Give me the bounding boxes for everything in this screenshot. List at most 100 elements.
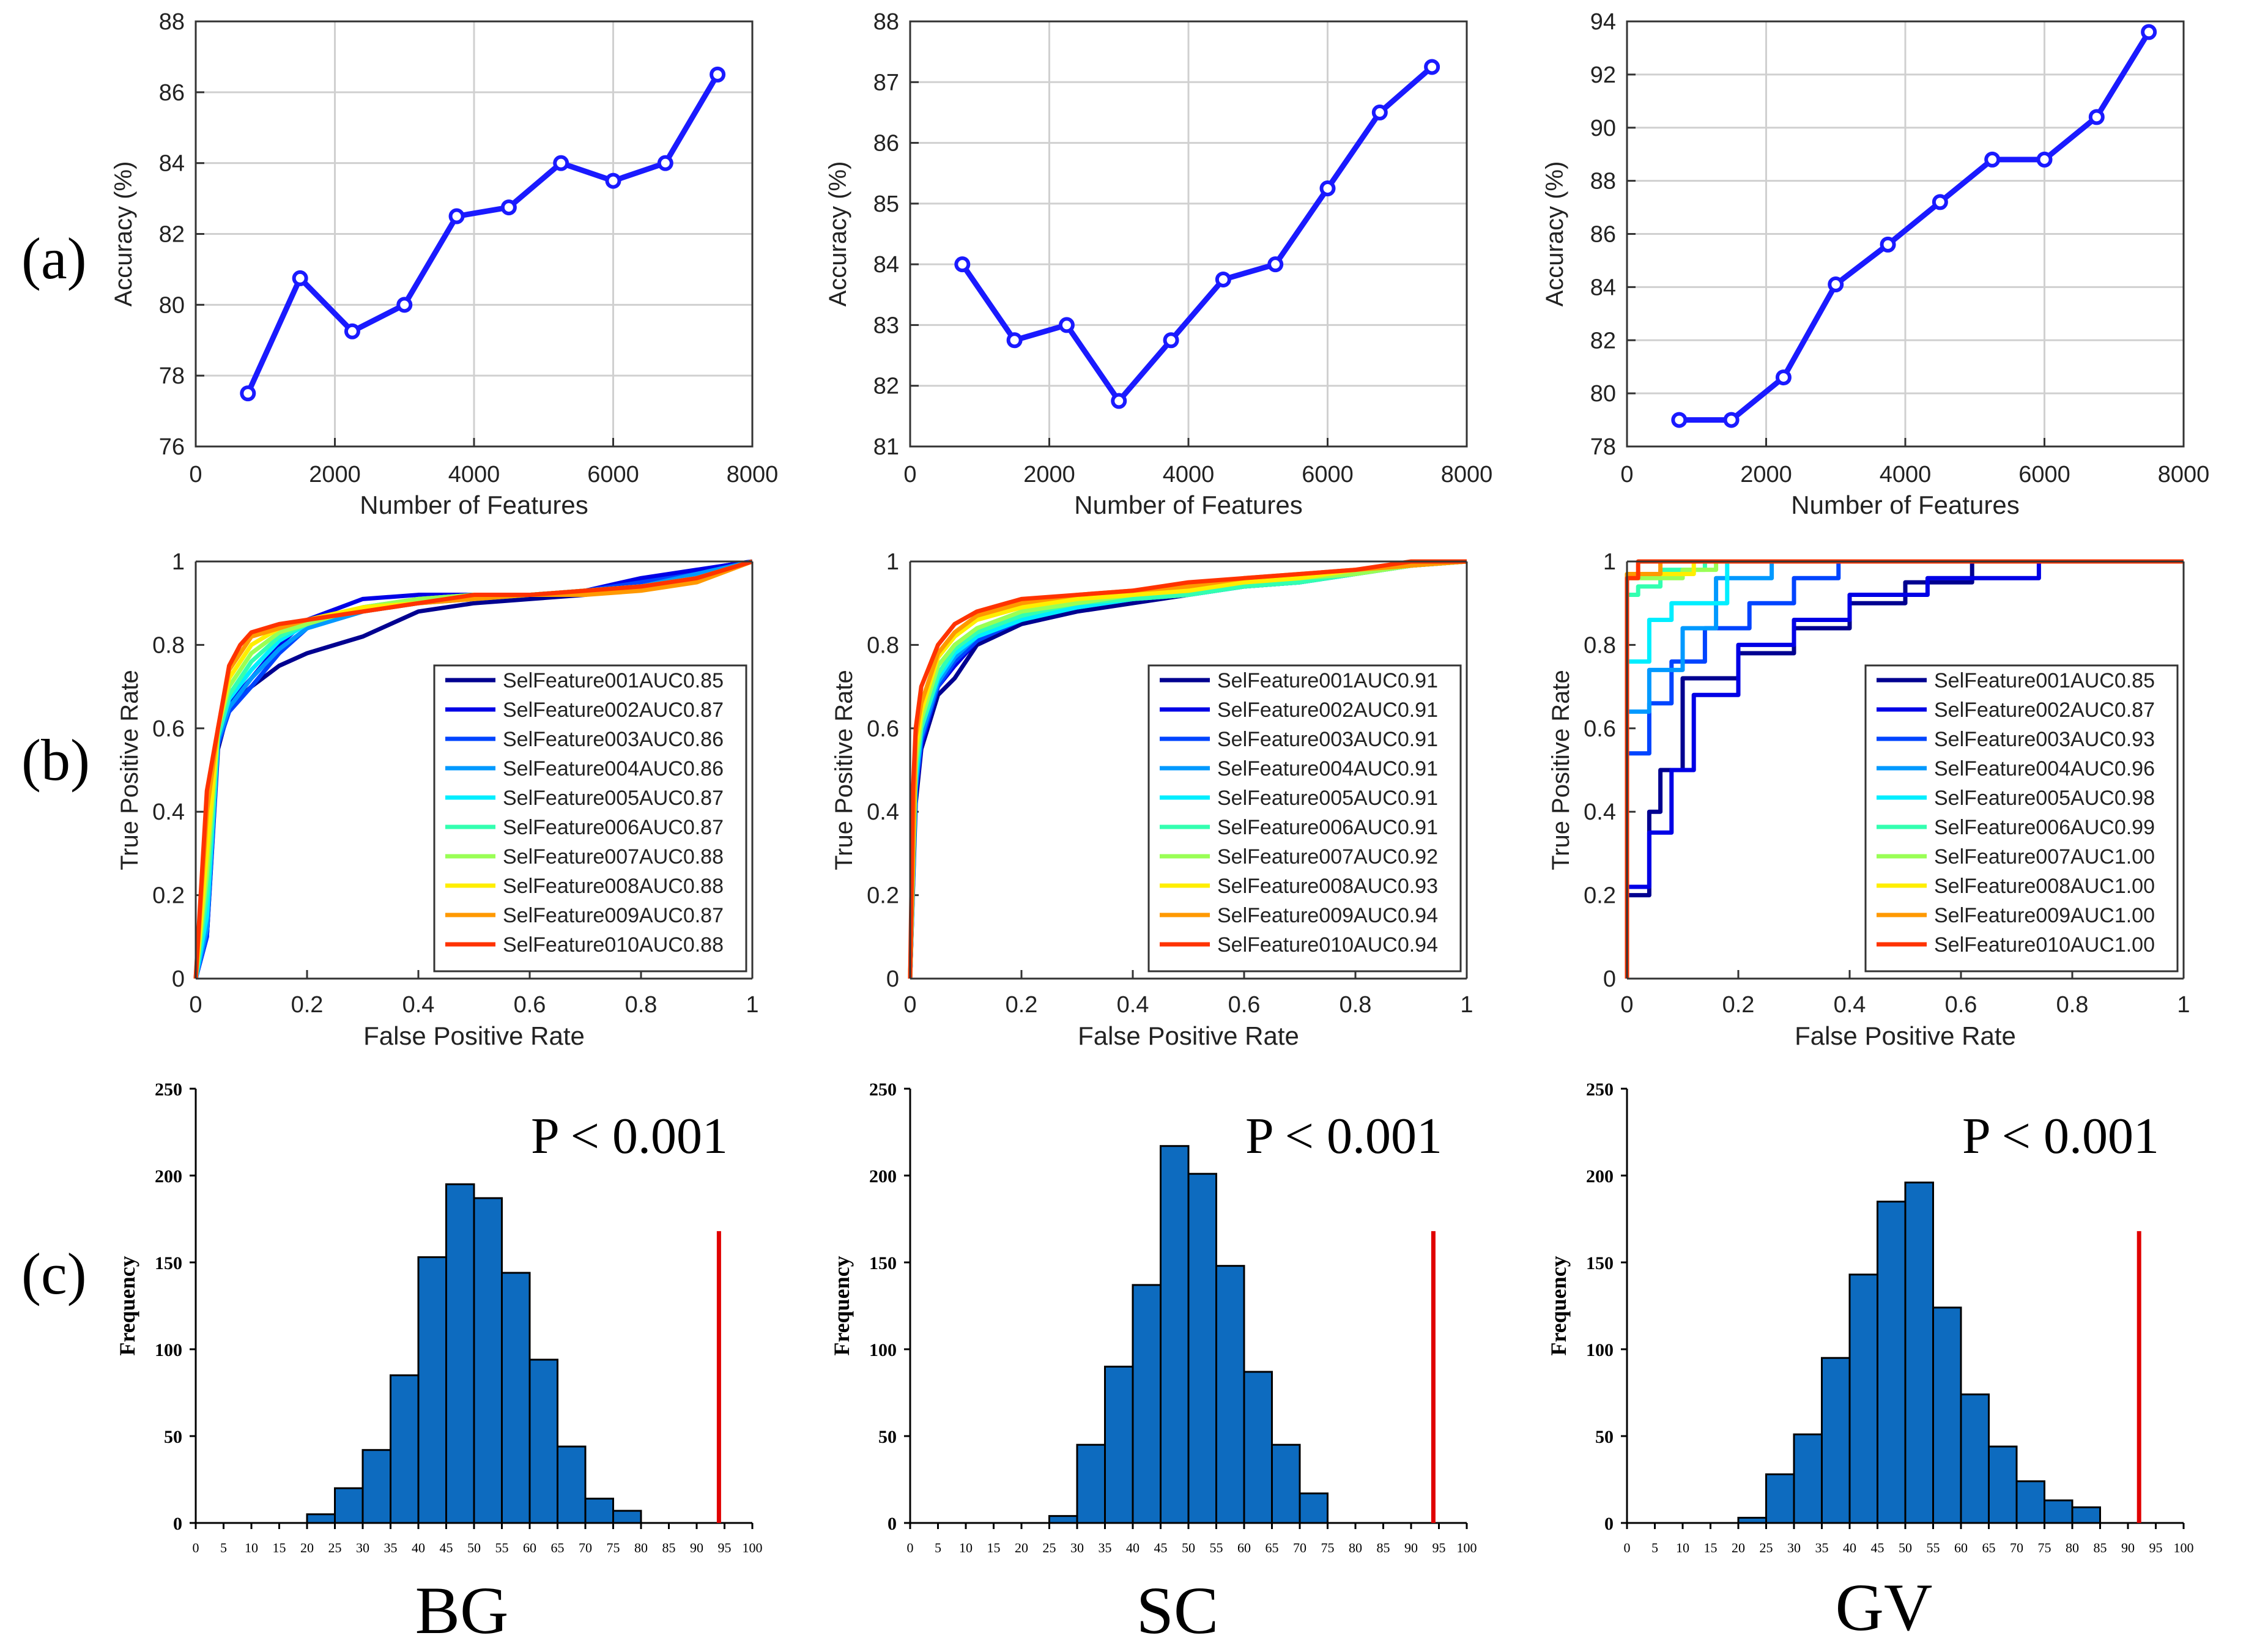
roc-series-line [1625,559,2184,979]
y-tick-label: 88 [1590,169,1616,194]
x-tick-label: 100 [1457,1540,1477,1555]
data-point [1267,256,1284,273]
x-tick-label: 95 [718,1540,732,1555]
data-point [1984,151,2001,168]
legend-entry: SelFeature007AUC0.92 [1217,845,1438,869]
x-tick-label: 15 [273,1540,286,1555]
x-tick-label: 60 [523,1540,536,1555]
histogram-bar [417,1256,447,1524]
y-axis-label: True Positive Rate [1547,670,1574,870]
y-axis-label: Accuracy (%) [110,161,137,307]
histogram-bar [334,1487,364,1524]
x-tick-label: 90 [690,1540,703,1555]
data-point [1215,271,1231,287]
y-tick-label: 1 [886,549,899,575]
legend-entry: SelFeature010AUC0.88 [503,933,724,957]
x-tick-label: 95 [1432,1540,1446,1555]
legend-box [433,664,747,972]
x-tick-label: 80 [634,1540,648,1555]
x-axis-label: Number of Features [360,491,588,519]
data-point [1775,369,1792,386]
x-tick-label: 80 [2066,1540,2079,1555]
x-tick-label: 0.2 [1722,992,1755,1018]
histogram-bar [1932,1306,1962,1524]
x-tick-label: 10 [245,1540,258,1555]
x-tick-label: 35 [1815,1540,1829,1555]
y-tick-label: 1 [172,549,185,575]
legend-entry: SelFeature001AUC0.85 [1934,669,2155,692]
legend-entry: SelFeature002AUC0.91 [1217,698,1438,722]
legend-entry: SelFeature006AUC0.99 [1934,816,2155,839]
histogram-bar [1793,1433,1823,1524]
data-point [240,385,256,402]
legend-entry: SelFeature010AUC1.00 [1934,933,2155,957]
legend-entry: SelFeature008AUC1.00 [1934,875,2155,898]
y-tick-label: 0.8 [152,632,185,658]
data-point [1371,104,1388,120]
x-tick-label: 70 [2010,1540,2023,1555]
legend-entry: SelFeature006AUC0.91 [1217,816,1438,839]
x-tick-label: 5 [935,1540,941,1555]
x-tick-label: 4000 [1163,462,1215,487]
accuracy-series-line [245,73,721,394]
histogram-bar [1187,1172,1217,1524]
y-axis-label: True Positive Rate [116,670,143,870]
x-tick-label: 55 [1210,1540,1223,1555]
x-tick-label: 0.8 [625,992,658,1018]
y-tick-label: 94 [1590,9,1616,35]
y-tick-label: 150 [155,1253,182,1273]
x-tick-label: 0.6 [1228,992,1261,1018]
roc-series-line [1625,559,2184,979]
x-axis-label: Number of Features [1791,491,2020,519]
legend-entry: SelFeature008AUC0.93 [1217,875,1438,898]
x-tick-label: 20 [1015,1540,1028,1555]
x-tick-label: 0.8 [2056,992,2089,1018]
data-point [710,66,726,83]
axes-box [195,20,754,448]
histogram-bar [2015,1480,2045,1524]
x-tick-label: 1 [2177,992,2190,1018]
y-tick-label: 88 [159,9,185,35]
histogram-bar [1988,1445,2018,1524]
x-tick-label: 35 [384,1540,398,1555]
histogram-bar [1160,1145,1190,1524]
y-tick-label: 250 [1586,1080,1614,1100]
p-value-annotation: P < 0.001 [1962,1108,2159,1165]
y-tick-label: 83 [873,313,899,338]
y-tick-label: 86 [873,131,899,157]
x-tick-label: 0 [1620,992,1633,1018]
y-tick-label: 150 [869,1253,897,1273]
roc-series-line [1625,559,2184,979]
x-tick-label: 0.8 [1340,992,1372,1018]
data-point [1723,412,1740,428]
y-tick-label: 78 [1590,434,1616,460]
legend-entry: SelFeature007AUC1.00 [1934,845,2155,869]
x-tick-label: 100 [2174,1540,2194,1555]
data-point [1058,317,1075,333]
x-tick-label: 25 [1043,1540,1056,1555]
x-tick-label: 80 [1349,1540,1362,1555]
x-tick-label: 6000 [587,462,639,487]
y-tick-label: 78 [159,363,185,389]
y-tick-label: 80 [159,292,185,318]
y-tick-label: 84 [873,252,899,278]
x-tick-label: 0.2 [1006,992,1038,1018]
legend-box [1147,664,1462,972]
x-tick-label: 50 [1182,1540,1195,1555]
legend-entry: SelFeature002AUC0.87 [503,698,724,722]
y-tick-label: 0.4 [867,799,899,825]
y-tick-label: 0.2 [867,883,899,909]
histogram-bar [1848,1273,1878,1524]
data-point [2141,24,2157,40]
x-tick-label: 0.6 [514,992,546,1018]
histogram-bar [1299,1492,1329,1524]
y-tick-label: 0 [1603,966,1616,992]
x-tick-label: 8000 [1441,462,1493,487]
y-tick-label: 85 [873,191,899,217]
x-tick-label: 5 [220,1540,227,1555]
x-tick-label: 0 [189,462,202,487]
y-tick-label: 0.6 [152,716,185,742]
x-tick-label: 85 [662,1540,676,1555]
x-tick-label: 65 [551,1540,565,1555]
axes-box [909,20,1468,448]
